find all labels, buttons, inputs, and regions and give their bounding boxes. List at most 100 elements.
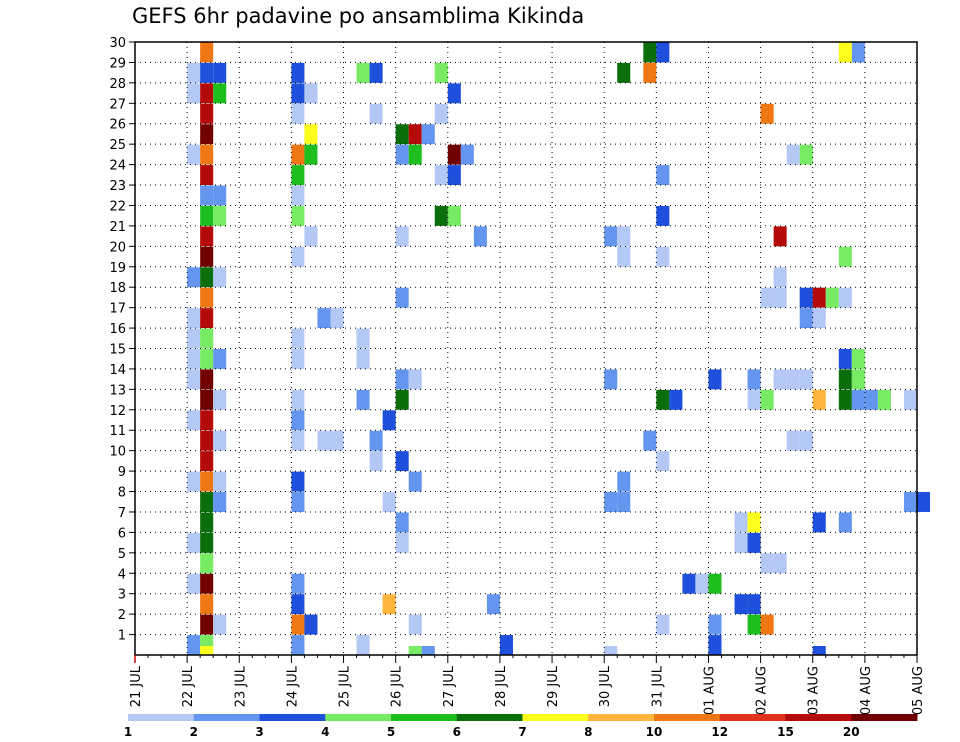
x-tick-label: 04 AUG	[859, 666, 874, 715]
heatmap-cell	[200, 349, 214, 369]
heatmap-cell	[656, 246, 670, 267]
y-tick-label: 4	[118, 567, 126, 582]
heatmap-cell	[903, 492, 917, 512]
heatmap-cell	[369, 430, 383, 451]
heatmap-cell	[200, 492, 214, 512]
heatmap-cell	[773, 226, 787, 247]
heatmap-cell	[330, 308, 344, 329]
heatmap-cell	[747, 532, 761, 553]
colorbar-label: 15	[777, 725, 794, 739]
heatmap-cell	[499, 635, 513, 655]
heatmap-cell	[773, 369, 787, 390]
y-tick-label: 28	[109, 77, 126, 92]
heatmap-cell	[200, 267, 214, 288]
heatmap-cell	[604, 492, 618, 512]
chart-title: GEFS 6hr padavine po ansamblima Kikinda	[132, 4, 585, 28]
heatmap-cell	[317, 308, 331, 329]
heatmap-cell	[291, 614, 305, 635]
y-tick-label: 24	[109, 159, 126, 174]
colorbar-label: 3	[255, 725, 263, 739]
heatmap-cell	[604, 369, 618, 390]
y-tick-label: 18	[109, 281, 126, 296]
y-tick-label: 1	[118, 629, 126, 644]
heatmap-cell	[617, 246, 631, 267]
heatmap-cell	[708, 635, 722, 655]
heatmap-cell	[200, 124, 214, 145]
heatmap-cell	[200, 287, 214, 308]
heatmap-cell	[864, 389, 878, 410]
colorbar-label: 20	[843, 725, 860, 739]
heatmap-cell	[447, 83, 461, 104]
heatmap-cell	[877, 389, 891, 410]
colorbar-swatch	[391, 714, 458, 721]
heatmap-cell	[812, 287, 826, 308]
colorbar-label: 10	[646, 725, 663, 739]
heatmap-cell	[708, 573, 722, 594]
y-tick-label: 19	[109, 261, 126, 276]
heatmap-cell	[291, 185, 305, 206]
heatmap-cell	[786, 144, 800, 165]
heatmap-cell	[460, 144, 474, 165]
heatmap-cell	[773, 267, 787, 288]
heatmap-cell	[213, 267, 227, 288]
x-tick-label: 28 JUL	[494, 665, 509, 707]
heatmap-cell	[408, 124, 422, 145]
y-tick-label: 11	[109, 424, 126, 439]
heatmap-cell	[200, 451, 214, 472]
heatmap-cell	[200, 410, 214, 431]
colorbar-label: 2	[190, 725, 198, 739]
heatmap-cell	[669, 389, 683, 410]
heatmap-cell	[747, 389, 761, 410]
heatmap-cell	[291, 144, 305, 165]
x-tick-label: 05 AUG	[911, 666, 926, 715]
heatmap-cell	[291, 492, 305, 512]
heatmap-cell	[395, 532, 409, 553]
heatmap-cell	[291, 103, 305, 124]
heatmap-cell	[838, 287, 852, 308]
y-tick-label: 8	[118, 486, 126, 501]
heatmap-cell	[656, 165, 670, 186]
heatmap-cell	[773, 287, 787, 308]
heatmap-cell	[200, 614, 214, 635]
heatmap-cell	[643, 430, 657, 451]
heatmap-cell	[395, 124, 409, 145]
heatmap-cell	[304, 614, 318, 635]
heatmap-cell	[213, 614, 227, 635]
x-tick-label: 26 JUL	[390, 665, 405, 707]
colorbar-label: 4	[321, 725, 329, 739]
heatmap-cell	[187, 144, 201, 165]
x-tick-label: 23 JUL	[233, 665, 248, 707]
heatmap-cell	[213, 430, 227, 451]
heatmap-cell	[825, 287, 839, 308]
y-tick-label: 17	[109, 302, 126, 317]
heatmap-cell	[643, 42, 657, 63]
y-tick-label: 21	[109, 220, 126, 235]
x-tick-label: 29 JUL	[546, 665, 561, 707]
heatmap-cell	[812, 512, 826, 533]
heatmap-cell	[200, 369, 214, 390]
heatmap-cell	[213, 492, 227, 512]
heatmap-cell	[799, 287, 813, 308]
heatmap-cell	[617, 492, 631, 512]
y-tick-label: 26	[109, 118, 126, 133]
heatmap-cell	[395, 389, 409, 410]
heatmap-cell	[747, 369, 761, 390]
heatmap-cell	[799, 308, 813, 329]
heatmap-cell	[200, 42, 214, 63]
heatmap-cell	[851, 369, 865, 390]
heatmap-cell	[200, 389, 214, 410]
y-tick-label: 20	[109, 240, 126, 255]
heatmap-cell	[903, 389, 917, 410]
heatmap-cell	[838, 42, 852, 63]
heatmap-cell	[187, 83, 201, 104]
x-tick-label: 01 AUG	[702, 666, 717, 715]
heatmap-cell	[838, 389, 852, 410]
heatmap-cell	[213, 185, 227, 206]
heatmap-cell	[200, 226, 214, 247]
heatmap-cell	[604, 226, 618, 247]
heatmap-cell	[200, 246, 214, 267]
heatmap-cell	[213, 389, 227, 410]
y-tick-label: 7	[118, 506, 126, 521]
colorbar-swatch	[522, 714, 589, 721]
